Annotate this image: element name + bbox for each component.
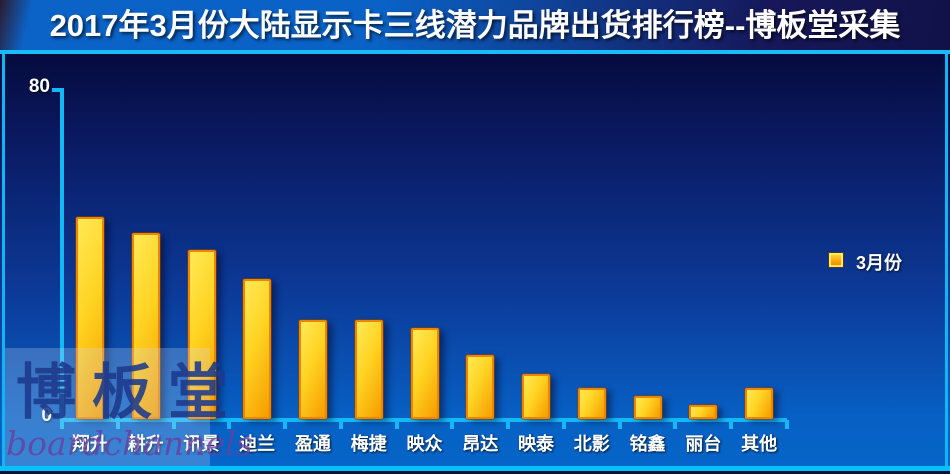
panel-border-left [2,54,5,466]
bar [689,405,718,419]
legend: 3月份 [829,249,944,273]
legend-label: 3月份 [856,253,903,273]
title-separator-line [0,50,950,54]
bar [299,320,328,419]
x-axis-category-label: 梅捷 [350,434,387,454]
x-axis-tick [394,420,399,429]
y-axis-line [60,88,64,422]
x-axis-category-label: 讯景 [183,434,220,454]
x-axis-tick [673,420,678,429]
y-axis-max-label: 80 [28,76,50,97]
bar [243,279,272,419]
panel-border-right [945,54,948,466]
x-axis-tick [617,420,622,429]
bar [187,250,216,419]
x-axis-tick [283,420,288,429]
x-axis-category-label: 盈通 [294,434,331,454]
x-axis-tick [450,420,455,429]
x-axis-tick [785,420,789,429]
chart-title: 2017年3月份大陆显示卡三线潜力品牌出货排行榜--博板堂采集 [49,8,901,43]
x-axis-tick [171,420,176,429]
x-axis-category-label: 翔升 [71,434,108,454]
y-axis-min-label: 0 [41,405,52,426]
x-axis-category-label: 映众 [406,434,443,454]
bar [633,396,662,419]
x-axis-category-label: 昂达 [462,434,499,454]
bar [522,374,551,419]
x-axis-tick [227,420,232,429]
bar [131,233,160,419]
x-axis-tick [338,420,343,429]
bar [410,328,439,419]
x-axis-category-label: 映泰 [518,434,555,454]
x-axis-category-label: 丽台 [685,434,722,454]
bar [577,388,606,419]
x-axis-category-label: 铭鑫 [629,434,666,454]
bar [76,217,104,419]
x-axis-tick [115,420,120,429]
watermark-backdrop [3,348,210,466]
x-axis-category-label: 其他 [741,434,778,454]
panel-border-bottom [0,466,950,471]
bar [466,355,495,419]
title-bar: 2017年3月份大陆显示卡三线潜力品牌出货排行榜--博板堂采集 [0,0,950,50]
x-axis-category-label: 迪兰 [239,434,276,454]
x-axis-line [60,418,787,422]
legend-swatch-icon [829,253,843,267]
x-axis-category-label: 耕升 [127,434,164,454]
x-axis-tick [60,420,64,429]
x-axis-tick [729,420,734,429]
x-axis-category-label: 北影 [573,434,610,454]
x-axis-tick [561,420,566,429]
y-axis-max-tick [52,88,61,92]
bar [354,320,383,419]
bar [745,388,774,419]
x-axis-tick [506,420,511,429]
